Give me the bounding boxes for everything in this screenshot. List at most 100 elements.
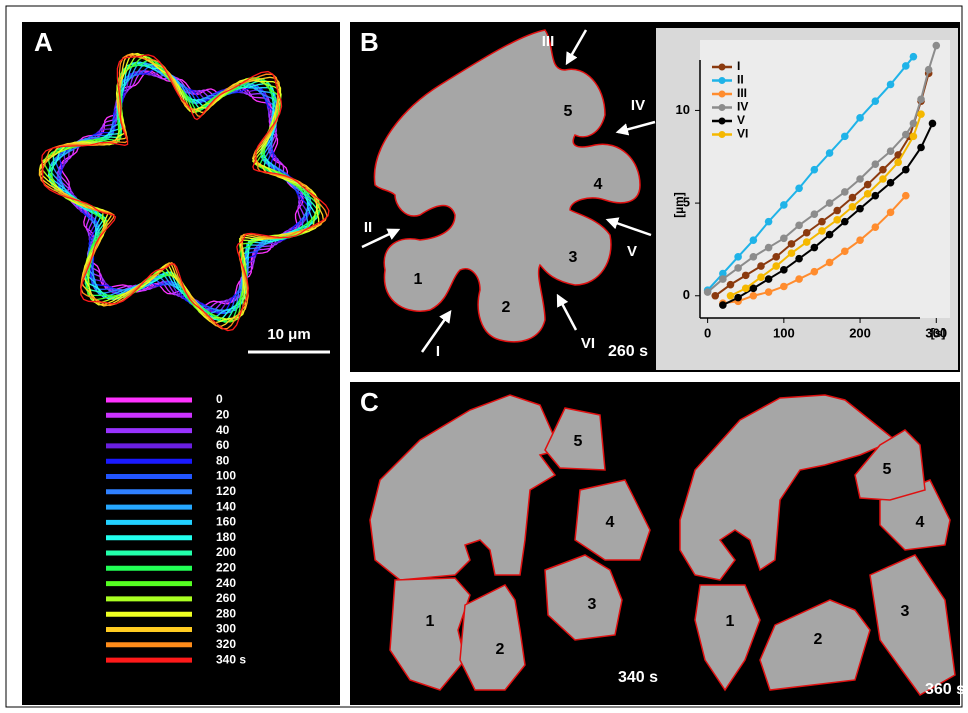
legend-label: 160 bbox=[216, 515, 236, 529]
data-point bbox=[910, 53, 918, 61]
legend-label: 100 bbox=[216, 469, 236, 483]
data-point bbox=[811, 166, 819, 174]
legend-swatch bbox=[719, 131, 726, 138]
time-label: 260 s bbox=[608, 343, 648, 360]
legend-label: 240 bbox=[216, 576, 236, 590]
data-point bbox=[795, 255, 803, 263]
data-point bbox=[734, 294, 742, 302]
legend-label: 80 bbox=[216, 453, 230, 467]
data-point bbox=[929, 120, 937, 128]
data-point bbox=[765, 275, 773, 283]
legend-label: II bbox=[737, 73, 744, 87]
data-point bbox=[887, 147, 895, 155]
data-point bbox=[864, 181, 872, 189]
data-point bbox=[932, 42, 940, 50]
time-label: 340 s bbox=[618, 669, 658, 686]
legend-label: 200 bbox=[216, 545, 236, 559]
legend-label: 60 bbox=[216, 438, 230, 452]
arrow-label: I bbox=[436, 343, 440, 360]
data-point bbox=[811, 244, 819, 252]
data-point bbox=[856, 114, 864, 122]
data-point bbox=[772, 253, 780, 261]
legend-label: I bbox=[737, 59, 740, 73]
data-point bbox=[841, 218, 849, 226]
data-point bbox=[833, 207, 841, 215]
legend-swatch bbox=[719, 64, 726, 71]
data-point bbox=[841, 247, 849, 255]
data-point bbox=[780, 283, 788, 291]
data-point bbox=[917, 110, 925, 118]
data-point bbox=[765, 288, 773, 296]
data-point bbox=[849, 194, 857, 202]
data-point bbox=[872, 160, 880, 168]
arrow-label: V bbox=[627, 243, 637, 260]
data-point bbox=[765, 218, 773, 226]
x-axis-label: [s] bbox=[931, 326, 946, 340]
data-point bbox=[902, 166, 910, 174]
legend-label: 40 bbox=[216, 423, 230, 437]
x-tick-label: 200 bbox=[849, 325, 871, 340]
data-point bbox=[757, 262, 765, 270]
data-point bbox=[841, 188, 849, 196]
data-point bbox=[917, 144, 925, 152]
data-point bbox=[750, 292, 758, 300]
panel-label: C bbox=[360, 387, 379, 417]
data-point bbox=[879, 166, 887, 174]
lobe-label: 1 bbox=[414, 271, 423, 288]
figure: A 10 μm 02040608010012014016018020022024… bbox=[0, 0, 968, 713]
lobe-label: 3 bbox=[588, 596, 597, 613]
arrow-label: IV bbox=[631, 97, 645, 114]
y-axis-label: [µm] bbox=[672, 192, 686, 218]
legend-label: 280 bbox=[216, 606, 236, 620]
legend-label: 260 bbox=[216, 591, 236, 605]
y-tick-label: 0 bbox=[683, 287, 690, 302]
arrow-label: III bbox=[542, 33, 555, 50]
data-point bbox=[719, 301, 727, 309]
data-point bbox=[902, 62, 910, 70]
data-point bbox=[780, 201, 788, 209]
data-point bbox=[826, 199, 834, 207]
data-point bbox=[727, 281, 735, 289]
data-point bbox=[887, 81, 895, 89]
lobe-label: 4 bbox=[594, 176, 603, 193]
data-point bbox=[704, 288, 712, 296]
data-point bbox=[734, 264, 742, 272]
data-point bbox=[742, 272, 750, 280]
data-point bbox=[902, 192, 910, 200]
data-point bbox=[719, 275, 727, 283]
panel-label: B bbox=[360, 27, 379, 57]
data-point bbox=[788, 249, 796, 257]
data-point bbox=[795, 275, 803, 283]
data-point bbox=[917, 96, 925, 104]
data-point bbox=[788, 240, 796, 248]
panel-label: A bbox=[34, 27, 53, 57]
data-point bbox=[841, 133, 849, 141]
data-point bbox=[780, 266, 788, 274]
data-point bbox=[872, 223, 880, 231]
data-point bbox=[734, 253, 742, 261]
data-point bbox=[795, 184, 803, 192]
data-point bbox=[811, 210, 819, 218]
data-point bbox=[711, 292, 719, 300]
legend-label: VI bbox=[737, 127, 748, 141]
legend-label: IV bbox=[737, 100, 748, 114]
panel-a bbox=[22, 22, 340, 705]
data-point bbox=[780, 235, 788, 243]
legend-swatch bbox=[719, 118, 726, 125]
legend-label: 180 bbox=[216, 530, 236, 544]
x-tick-label: 0 bbox=[704, 325, 711, 340]
legend-label: 120 bbox=[216, 484, 236, 498]
data-point bbox=[894, 159, 902, 167]
data-point bbox=[872, 97, 880, 105]
data-point bbox=[910, 133, 918, 141]
data-point bbox=[803, 229, 811, 237]
data-point bbox=[849, 203, 857, 211]
legend-label: 20 bbox=[216, 407, 230, 421]
data-point bbox=[742, 285, 750, 293]
legend-label: 340 s bbox=[216, 652, 246, 666]
data-point bbox=[772, 262, 780, 270]
legend-label: III bbox=[737, 86, 747, 100]
lobe-label: 5 bbox=[574, 433, 583, 450]
legend-label: V bbox=[737, 113, 745, 127]
legend-label: 140 bbox=[216, 499, 236, 513]
